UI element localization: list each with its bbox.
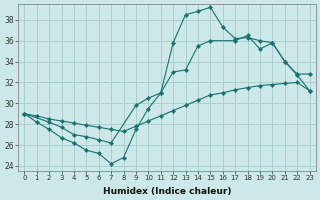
X-axis label: Humidex (Indice chaleur): Humidex (Indice chaleur) [103, 187, 231, 196]
